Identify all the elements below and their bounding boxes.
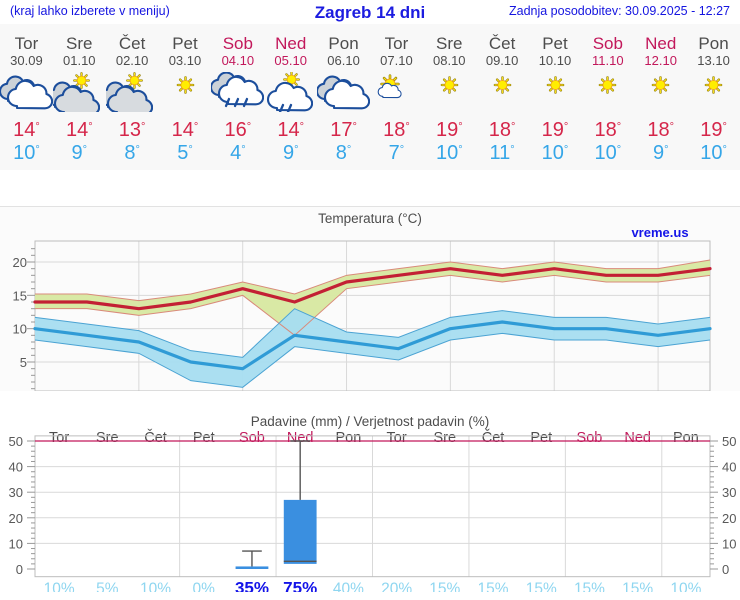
svg-text:40: 40: [9, 460, 23, 475]
svg-text:15: 15: [13, 288, 27, 303]
svg-text:Pet: Pet: [193, 430, 215, 446]
svg-text:Sre: Sre: [434, 430, 457, 446]
svg-text:5: 5: [20, 355, 27, 370]
svg-text:Temperatura (°C): Temperatura (°C): [318, 211, 422, 226]
svg-text:40: 40: [722, 460, 736, 475]
svg-text:5%: 5%: [96, 581, 119, 592]
svg-text:50: 50: [9, 434, 23, 449]
svg-text:10: 10: [13, 322, 27, 337]
svg-text:10: 10: [9, 536, 23, 551]
svg-text:Sob: Sob: [239, 430, 265, 446]
svg-text:15%: 15%: [574, 581, 605, 592]
svg-text:15%: 15%: [526, 581, 557, 592]
svg-text:30: 30: [9, 485, 23, 500]
svg-text:Sre: Sre: [96, 430, 119, 446]
svg-text:Čet: Čet: [482, 429, 505, 446]
svg-text:75%: 75%: [283, 579, 317, 592]
svg-text:Padavine (mm) / Verjetnost pad: Padavine (mm) / Verjetnost padavin (%): [251, 414, 490, 429]
svg-text:vreme.us: vreme.us: [631, 225, 688, 240]
svg-text:Tor: Tor: [49, 430, 69, 446]
svg-text:10%: 10%: [140, 581, 171, 592]
svg-text:10: 10: [722, 536, 736, 551]
svg-text:Pon: Pon: [673, 430, 699, 446]
svg-text:10%: 10%: [670, 581, 701, 592]
svg-text:30: 30: [722, 485, 736, 500]
svg-text:20: 20: [13, 255, 27, 270]
svg-text:10%: 10%: [44, 581, 75, 592]
svg-text:15%: 15%: [478, 581, 509, 592]
svg-text:Pet: Pet: [530, 430, 552, 446]
svg-text:40%: 40%: [333, 581, 364, 592]
svg-text:Čet: Čet: [144, 429, 167, 446]
svg-text:Ned: Ned: [624, 430, 651, 446]
svg-text:0%: 0%: [193, 581, 216, 592]
svg-text:35%: 35%: [235, 579, 269, 592]
svg-text:0: 0: [722, 562, 729, 577]
svg-text:0: 0: [16, 562, 23, 577]
svg-text:20: 20: [9, 511, 23, 526]
svg-text:Tor: Tor: [387, 430, 407, 446]
svg-text:Pon: Pon: [335, 430, 361, 446]
svg-text:Sob: Sob: [577, 430, 603, 446]
svg-text:15%: 15%: [429, 581, 460, 592]
svg-text:15%: 15%: [622, 581, 653, 592]
svg-text:20%: 20%: [381, 581, 412, 592]
svg-text:20: 20: [722, 511, 736, 526]
svg-text:50: 50: [722, 434, 736, 449]
